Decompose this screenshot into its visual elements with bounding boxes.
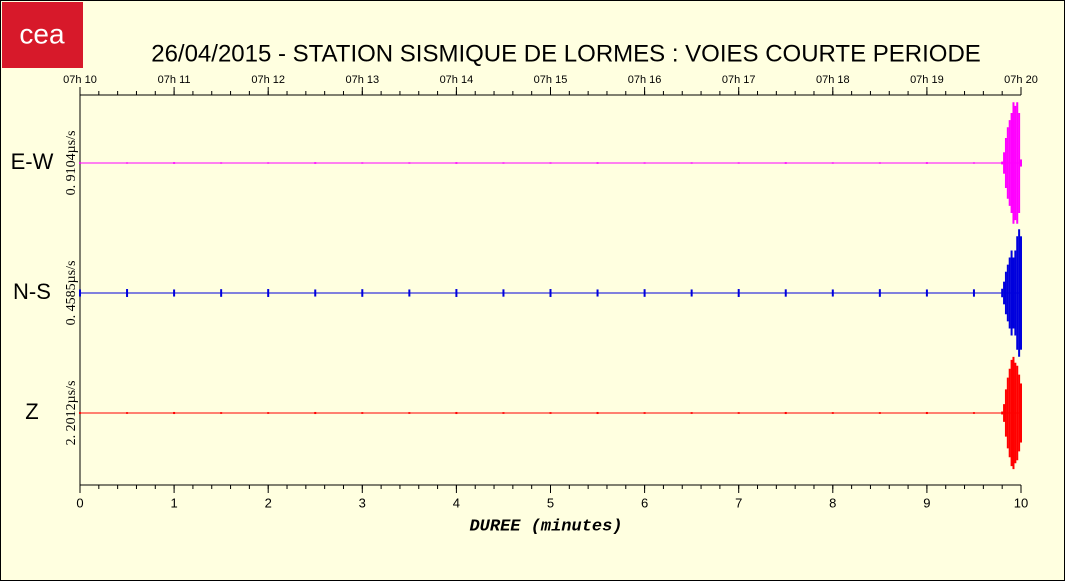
top-tick-label: 07h 20: [1004, 74, 1038, 86]
channel-scale: 0. 9104µs/s: [64, 131, 79, 196]
x-tick-label: 5: [547, 495, 554, 510]
x-tick-label: 1: [170, 495, 177, 510]
channel-name: N-S: [13, 279, 51, 304]
x-tick-label: 10: [1014, 495, 1028, 510]
top-tick-label: 07h 15: [534, 74, 568, 86]
channel-scale: 0. 4585µs/s: [64, 261, 79, 326]
channel-name: E-W: [11, 149, 54, 174]
top-tick-label: 07h 17: [722, 74, 756, 86]
x-tick-label: 4: [453, 495, 460, 510]
x-tick-label: 3: [359, 495, 366, 510]
top-tick-label: 07h 12: [251, 74, 285, 86]
x-tick-label: 8: [829, 495, 836, 510]
top-tick-label: 07h 11: [158, 74, 191, 86]
top-tick-label: 07h 13: [345, 74, 379, 86]
top-tick-label: 07h 18: [816, 74, 850, 86]
x-tick-label: 6: [641, 495, 648, 510]
x-tick-label: 9: [923, 495, 930, 510]
x-tick-label: 0: [76, 495, 83, 510]
top-tick-label: 07h 14: [440, 74, 474, 86]
x-tick-label: 7: [735, 495, 742, 510]
channel-scale: 2. 2012µs/s: [64, 381, 79, 446]
x-axis-label: DUREE (minutes): [469, 517, 622, 536]
top-tick-label: 07h 10: [63, 74, 97, 86]
x-tick-label: 2: [265, 495, 272, 510]
chart-title: 26/04/2015 - STATION SISMIQUE DE LORMES …: [151, 40, 981, 67]
top-tick-label: 07h 16: [628, 74, 662, 86]
channel-name: Z: [25, 399, 38, 424]
top-tick-label: 07h 19: [910, 74, 944, 86]
logo-text: cea: [19, 18, 65, 49]
logo-box: [2, 2, 83, 68]
